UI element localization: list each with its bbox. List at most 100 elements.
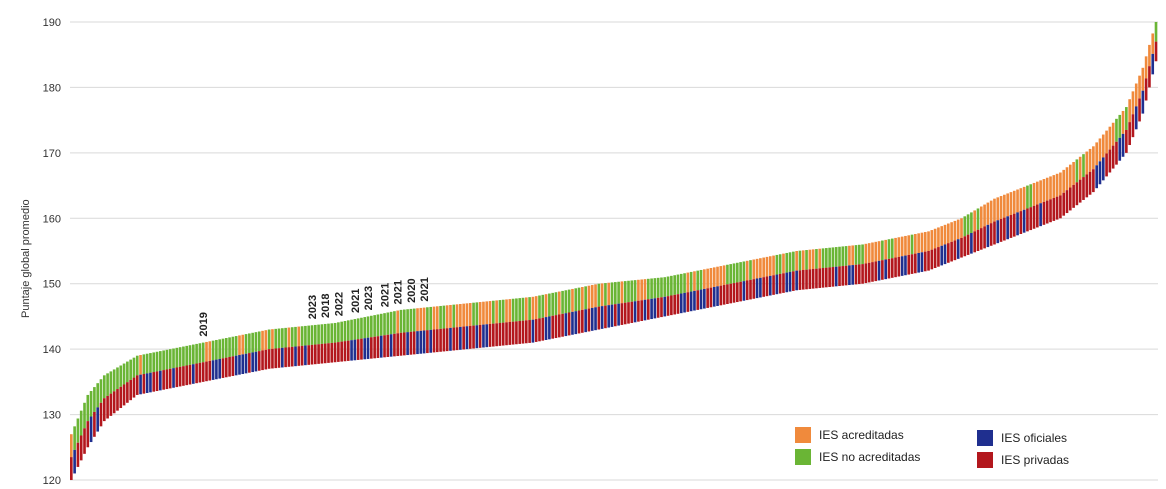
bar-acreditada [297, 326, 301, 347]
bar-oficial [663, 296, 667, 317]
bar-acreditada [482, 301, 485, 325]
bar-acreditada [581, 286, 584, 310]
bar-no-acreditada [778, 254, 782, 274]
y-tick-label: 150 [43, 279, 61, 291]
bar-acreditada [1085, 151, 1089, 175]
bar-no-acreditada [399, 309, 403, 333]
bar-privada [1042, 201, 1046, 225]
bar-privada [953, 240, 957, 261]
bar-privada [620, 303, 624, 325]
bar-no-acreditada [673, 275, 676, 295]
bar-privada [979, 228, 983, 250]
bar-no-acreditada [735, 262, 739, 283]
bar-oficial [482, 324, 485, 348]
bar-privada [844, 265, 848, 286]
bar-acreditada [1078, 156, 1082, 180]
bar-oficial [788, 271, 792, 292]
bar-acreditada [808, 249, 812, 270]
bar-no-acreditada [1026, 185, 1029, 209]
bar-oficial [73, 449, 76, 474]
bar-no-acreditada [501, 299, 505, 323]
bar-privada [686, 292, 690, 312]
bar-privada [495, 323, 498, 347]
bar-privada [927, 251, 930, 271]
bar-privada [511, 321, 515, 345]
bar-no-acreditada [805, 250, 808, 270]
bar-no-acreditada [426, 307, 429, 331]
bar-privada [205, 361, 208, 382]
bar-oficial [986, 224, 990, 248]
bar-acreditada [1134, 83, 1138, 107]
bar-acreditada [531, 296, 535, 320]
bar-acreditada [930, 230, 934, 250]
bar-privada [356, 339, 360, 360]
bar-no-acreditada [162, 350, 165, 371]
bar-no-acreditada [412, 308, 416, 332]
bar-privada [646, 299, 650, 320]
bar-privada [561, 313, 564, 337]
bar-privada [557, 314, 561, 338]
bar-privada [719, 285, 723, 306]
bar-oficial [712, 286, 716, 307]
bar-privada [323, 343, 327, 364]
bar-no-acreditada [518, 298, 522, 322]
bar-no-acreditada [132, 357, 136, 378]
bar-no-acreditada [149, 353, 152, 373]
bar-oficial [920, 252, 924, 272]
legend-label-privadas: IES privadas [1001, 453, 1070, 467]
bar-privada [455, 327, 459, 351]
bar-acreditada [973, 210, 977, 232]
bar-privada [1026, 208, 1029, 232]
bar-oficial [699, 289, 703, 310]
bar-acreditada [508, 299, 512, 322]
bar-acreditada [768, 256, 772, 276]
bar-no-acreditada [383, 313, 386, 336]
bar-privada [640, 300, 644, 321]
bar-oficial [900, 256, 904, 276]
bar-oficial [917, 252, 920, 273]
bar-acreditada [524, 297, 528, 321]
bar-oficial [304, 345, 307, 366]
bar-no-acreditada [294, 326, 297, 347]
bar-oficial [89, 416, 93, 443]
bar-acreditada [765, 256, 769, 277]
bar-privada [815, 268, 818, 289]
bar-privada [135, 375, 139, 395]
bar-privada [660, 297, 663, 318]
bar-acreditada [999, 196, 1003, 219]
bar-acreditada [396, 310, 400, 334]
bar-acreditada [933, 228, 937, 249]
bar-no-acreditada [890, 238, 894, 259]
bar-oficial [834, 266, 838, 287]
bar-oficial [775, 274, 779, 295]
bar-acreditada [205, 341, 208, 362]
bar-acreditada [772, 255, 775, 276]
bar-no-acreditada [567, 289, 571, 313]
bar-no-acreditada [267, 329, 271, 350]
bar-oficial [366, 337, 370, 359]
bar-acreditada [716, 266, 719, 287]
bar-no-acreditada [1075, 159, 1079, 183]
bar-oficial [848, 265, 851, 286]
bar-acreditada [1101, 134, 1105, 158]
bar-privada [627, 302, 630, 324]
bar-oficial [633, 301, 637, 323]
bar-no-acreditada [135, 355, 139, 376]
bar-privada [224, 357, 228, 378]
bar-acreditada [920, 232, 924, 253]
bar-oficial [884, 259, 887, 280]
bar-privada [999, 218, 1003, 242]
bar-privada [1032, 205, 1036, 229]
bar-oficial [716, 286, 719, 306]
bar-no-acreditada [732, 263, 736, 284]
bar-privada [983, 226, 986, 249]
bar-no-acreditada [254, 332, 258, 352]
bar-acreditada [1059, 172, 1062, 196]
year-annotation: 2021 [350, 289, 362, 313]
y-tick-labels: 120 130 140 150 160 170 180 190 [43, 17, 61, 487]
bar-privada [722, 285, 726, 305]
bar-no-acreditada [106, 373, 109, 396]
bar-privada [1154, 41, 1158, 62]
bar-privada [524, 320, 528, 344]
bar-oficial [693, 290, 696, 311]
